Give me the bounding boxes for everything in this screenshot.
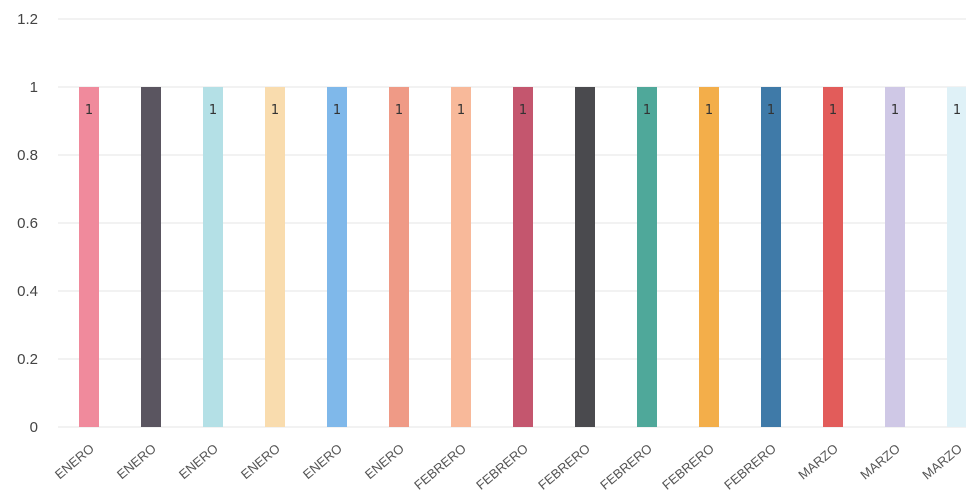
data-label: 1 xyxy=(643,103,651,118)
x-tick-label: FEBRERO xyxy=(721,441,779,493)
data-label: 1 xyxy=(767,103,775,118)
data-label: 1 xyxy=(891,103,899,118)
x-tick-label: ENERO xyxy=(114,441,159,482)
x-axis-ticks: ENERO ENERO ENERO ENERO ENERO ENERO FEBRERO FEB… xyxy=(52,441,965,493)
bar xyxy=(327,87,347,427)
bar xyxy=(451,87,471,427)
y-axis-ticks: 0 0.2 0.4 0.6 0.8 1 1.2 xyxy=(17,11,38,436)
x-tick-label: ENERO xyxy=(362,441,407,482)
y-tick-label: 1 xyxy=(30,79,38,96)
y-tick-label: 0.6 xyxy=(17,215,38,232)
bar xyxy=(947,87,966,427)
y-tick-label: 0.2 xyxy=(17,351,38,368)
bars xyxy=(79,87,966,427)
data-label: 1 xyxy=(395,103,403,118)
data-labels: 1 1 1 1 1 1 1 1 1 1 1 1 1 xyxy=(85,103,961,118)
x-tick-label: ENERO xyxy=(52,441,97,482)
x-tick-label: FEBRERO xyxy=(597,441,655,493)
x-tick-label: MARZO xyxy=(795,441,841,483)
x-tick-label: ENERO xyxy=(238,441,283,482)
bar xyxy=(513,87,533,427)
data-label: 1 xyxy=(333,103,341,118)
bar xyxy=(699,87,719,427)
bar xyxy=(761,87,781,427)
bar xyxy=(885,87,905,427)
data-label: 1 xyxy=(85,103,93,118)
x-tick-label: FEBRERO xyxy=(535,441,593,493)
x-tick-label: ENERO xyxy=(300,441,345,482)
bar xyxy=(823,87,843,427)
bar xyxy=(265,87,285,427)
y-tick-label: 0 xyxy=(30,419,38,436)
x-tick-label: ENERO xyxy=(176,441,221,482)
data-label: 1 xyxy=(209,103,217,118)
y-tick-label: 1.2 xyxy=(17,11,38,28)
y-tick-label: 0.8 xyxy=(17,147,38,164)
bar xyxy=(389,87,409,427)
data-label: 1 xyxy=(457,103,465,118)
data-label: 1 xyxy=(519,103,527,118)
x-tick-label: FEBRERO xyxy=(659,441,717,493)
bar xyxy=(203,87,223,427)
data-label: 1 xyxy=(829,103,837,118)
data-label: 1 xyxy=(953,103,961,118)
bar xyxy=(141,87,161,427)
x-tick-label: MARZO xyxy=(919,441,965,483)
bar xyxy=(637,87,657,427)
bar xyxy=(575,87,595,427)
x-tick-label: FEBRERO xyxy=(411,441,469,493)
y-tick-label: 0.4 xyxy=(17,283,38,300)
x-tick-label: MARZO xyxy=(857,441,903,483)
data-label: 1 xyxy=(705,103,713,118)
data-label: 1 xyxy=(271,103,279,118)
x-tick-label: FEBRERO xyxy=(473,441,531,493)
bar xyxy=(79,87,99,427)
